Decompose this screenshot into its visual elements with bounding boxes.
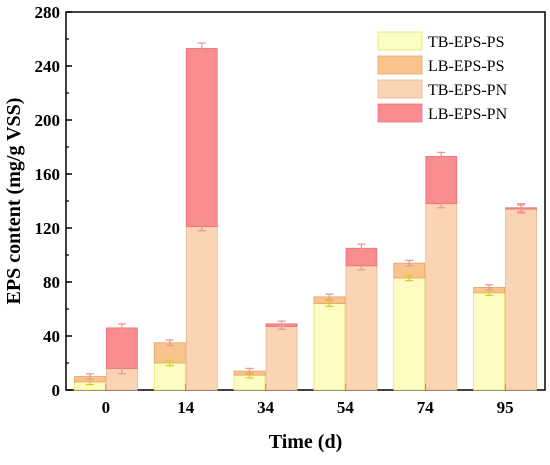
bar-tb-eps-ps [153, 362, 186, 391]
x-tick-label: 95 [497, 398, 514, 417]
bar-tb-eps-pn [425, 203, 458, 391]
bar-tb-eps-pn [345, 265, 378, 391]
bar-tb-eps-ps [473, 292, 505, 391]
bar-tb-eps-ps [393, 277, 426, 391]
bar-tb-eps-pn [505, 208, 537, 391]
bar-lb-eps-pn [185, 48, 218, 228]
bar-tb-eps-ps [313, 303, 346, 391]
legend-label: TB-EPS-PS [428, 34, 504, 51]
legend-swatch [377, 31, 423, 51]
x-tick-label: 0 [102, 398, 111, 417]
y-tick-label: 120 [35, 219, 61, 238]
legend-label: LB-EPS-PN [428, 106, 508, 123]
y-axis-title: EPS content (mg/g VSS) [3, 98, 25, 305]
x-tick-label: 34 [257, 398, 275, 417]
bar-lb-eps-pn [106, 327, 138, 369]
x-tick-label: 74 [417, 398, 435, 417]
y-tick-label: 0 [52, 381, 61, 400]
legend-label: TB-EPS-PN [428, 82, 508, 99]
legend-swatch [377, 103, 423, 123]
x-tick-label: 54 [337, 398, 355, 417]
legend-label: LB-EPS-PS [428, 58, 504, 75]
y-tick-label: 200 [35, 111, 61, 130]
bar-tb-eps-pn [265, 326, 298, 391]
bar-lb-eps-pn [425, 156, 458, 205]
bar-tb-eps-pn [185, 226, 218, 391]
legend-swatch [377, 55, 423, 75]
x-tick-label: 14 [177, 398, 195, 417]
y-tick-label: 40 [43, 327, 60, 346]
legend-swatch [377, 79, 423, 99]
y-tick-label: 80 [43, 273, 60, 292]
y-tick-label: 240 [35, 57, 61, 76]
x-axis-title: Time (d) [269, 431, 343, 453]
y-tick-label: 280 [35, 3, 61, 22]
y-tick-label: 160 [35, 165, 61, 184]
